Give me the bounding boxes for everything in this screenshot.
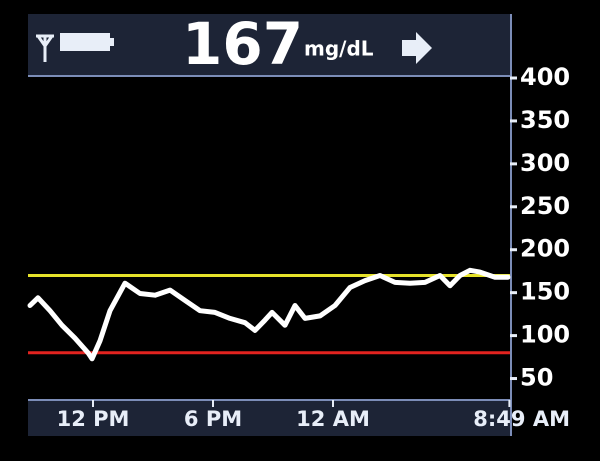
signal-icon bbox=[36, 34, 54, 62]
y-tick-label: 250 bbox=[520, 192, 570, 220]
units: mg/dL bbox=[304, 37, 374, 61]
y-tick-label: 200 bbox=[520, 235, 570, 263]
y-tick-label: 400 bbox=[520, 63, 570, 91]
x-axis-bar bbox=[28, 400, 512, 436]
x-tick-label: 6 PM bbox=[184, 407, 242, 431]
y-tick-label: 100 bbox=[520, 321, 570, 349]
trend-arrow bbox=[402, 32, 432, 64]
y-tick-label: 350 bbox=[520, 106, 570, 134]
battery-icon bbox=[60, 33, 110, 51]
glucose-line bbox=[27, 267, 511, 362]
x-tick-label: 8:49 AM bbox=[473, 407, 570, 431]
current-reading: 167 bbox=[182, 10, 303, 78]
x-tick-label: 12 PM bbox=[57, 407, 130, 431]
y-tick-label: 150 bbox=[520, 278, 570, 306]
x-tick-label: 12 AM bbox=[296, 407, 370, 431]
y-tick-label: 300 bbox=[520, 149, 570, 177]
battery-tip bbox=[110, 38, 114, 46]
y-tick-label: 50 bbox=[520, 364, 553, 392]
